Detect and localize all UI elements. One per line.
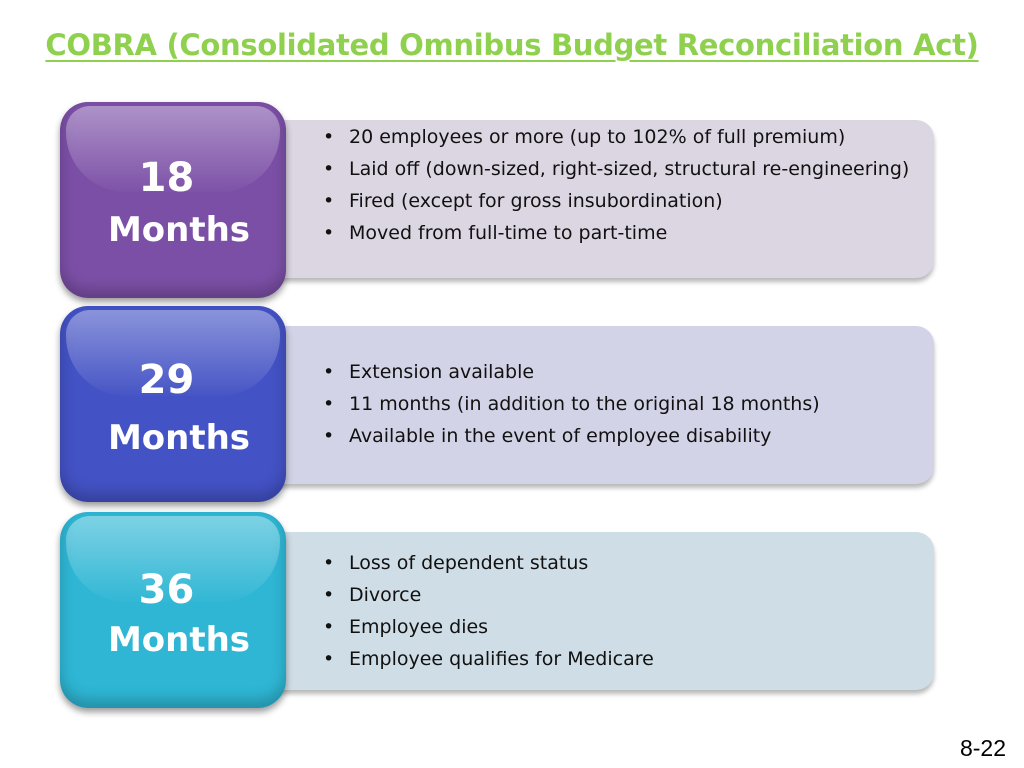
list-item: Employee qualifies for Medicare [322, 646, 914, 672]
list-item: 11 months (in addition to the original 1… [322, 391, 914, 417]
list-item: Available in the event of employee disab… [322, 423, 914, 449]
slide-number: 8-22 [959, 735, 1006, 761]
list-item: Employee dies [322, 614, 914, 640]
duration-badge: 36 Months [60, 512, 286, 708]
duration-unit: Months [107, 418, 251, 458]
qualifying-events-list: Extension available 11 months (in additi… [322, 359, 914, 455]
coverage-row-18-months: 20 employees or more (up to 102% of full… [0, 102, 1024, 298]
duration-badge: 29 Months [60, 306, 286, 502]
qualifying-events-list: Loss of dependent status Divorce Employe… [322, 550, 914, 678]
list-item: Divorce [322, 582, 914, 608]
slide-title: COBRA (Consolidated Omnibus Budget Recon… [45, 28, 979, 62]
qualifying-events-list: 20 employees or more (up to 102% of full… [322, 124, 914, 252]
qualifying-events-box: Extension available 11 months (in additi… [250, 326, 934, 484]
duration-number: 18 [138, 155, 195, 201]
qualifying-events-box: Loss of dependent status Divorce Employe… [250, 532, 934, 690]
qualifying-events-box: 20 employees or more (up to 102% of full… [250, 120, 934, 278]
duration-badge: 18 Months [60, 102, 286, 298]
list-item: 20 employees or more (up to 102% of full… [322, 124, 914, 150]
duration-unit: Months [107, 620, 251, 660]
list-item: Loss of dependent status [322, 550, 914, 576]
list-item: Moved from full-time to part-time [322, 220, 914, 246]
list-item: Laid off (down-sized, right-sized, struc… [322, 156, 914, 182]
coverage-row-29-months: Extension available 11 months (in additi… [0, 306, 1024, 502]
list-item: Extension available [322, 359, 914, 385]
duration-unit: Months [107, 210, 251, 250]
list-item: Fired (except for gross insubordination) [322, 188, 914, 214]
duration-number: 29 [138, 357, 195, 403]
coverage-row-36-months: Loss of dependent status Divorce Employe… [0, 512, 1024, 708]
duration-number: 36 [138, 567, 195, 613]
